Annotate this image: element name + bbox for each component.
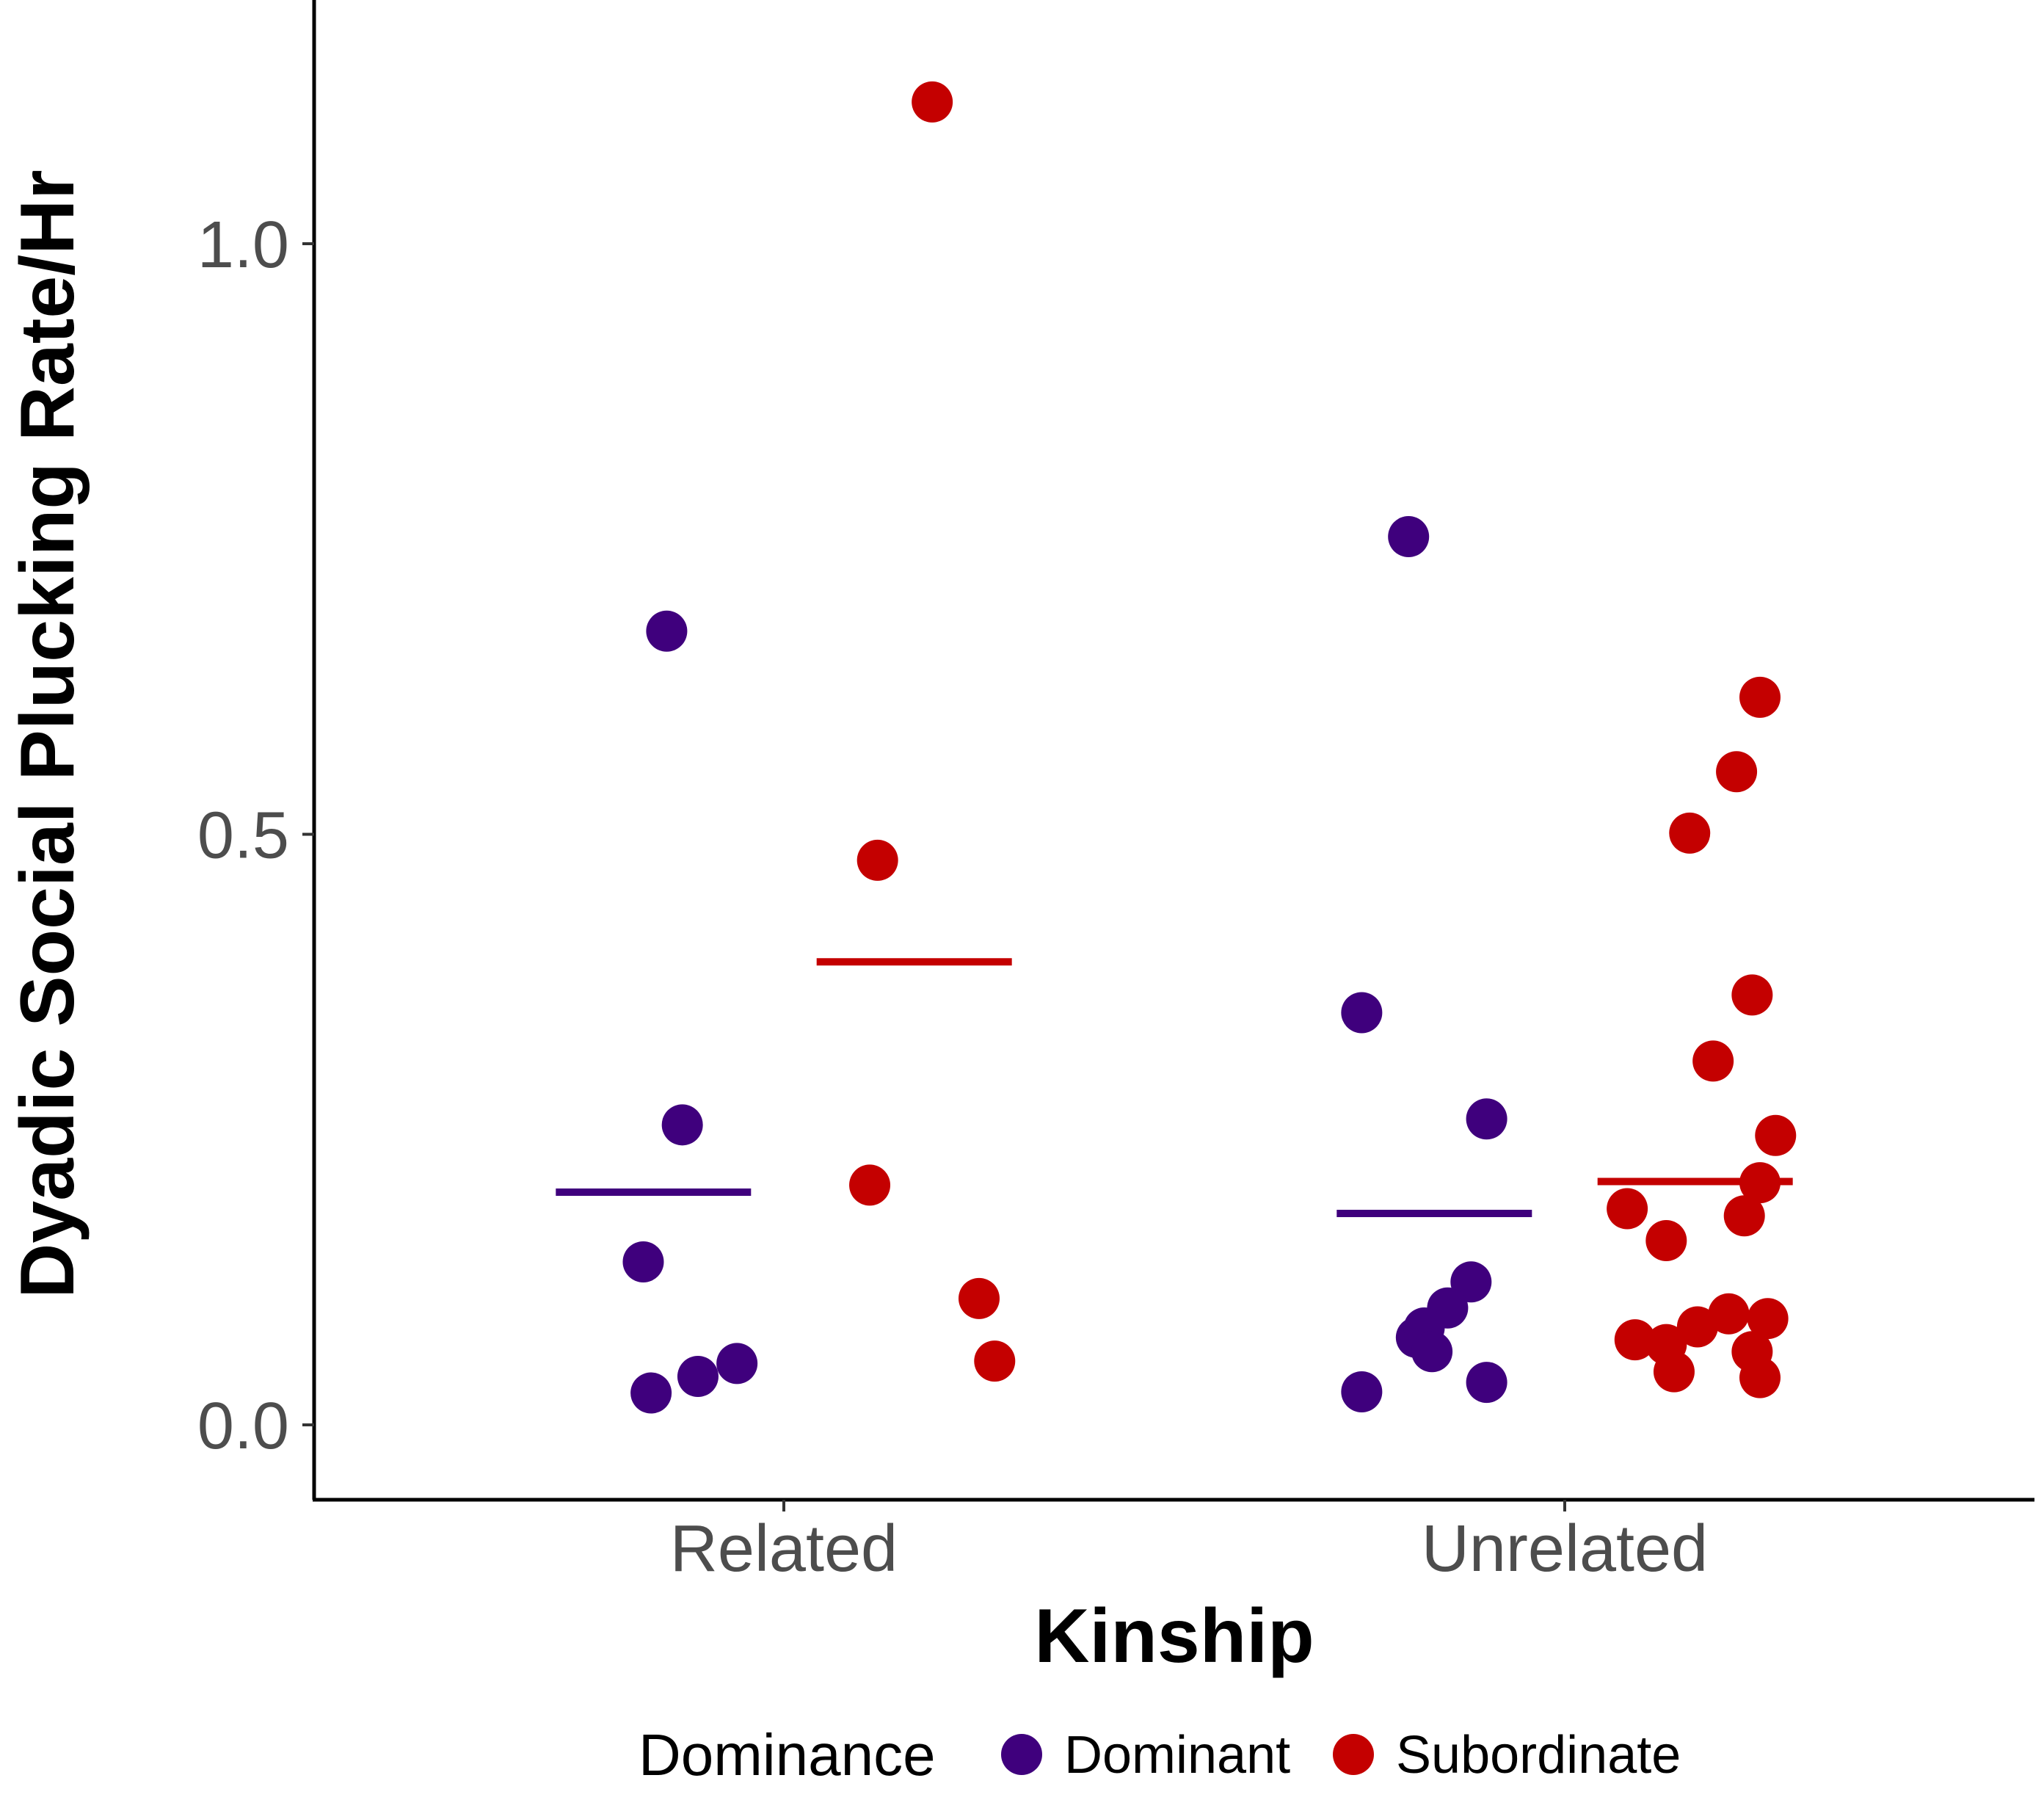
data-point [1411, 1331, 1453, 1373]
data-point [1614, 1319, 1656, 1361]
data-point [1747, 1298, 1789, 1340]
data-point [1708, 1293, 1750, 1335]
data-point [849, 1164, 891, 1206]
legend-items: Dominant Subordinate [1001, 1726, 1681, 1785]
data-point [1716, 751, 1758, 793]
data-point [1755, 1114, 1797, 1156]
data-point [856, 839, 898, 881]
plot-marks [556, 81, 1797, 1414]
data-point [1341, 992, 1383, 1034]
series-dominant [556, 516, 1532, 1414]
data-point [1466, 1362, 1507, 1404]
data-point [1669, 812, 1711, 854]
data-point [1388, 516, 1430, 558]
y-tick-label: 0.5 [197, 799, 289, 873]
data-point [1653, 1351, 1695, 1393]
data-point [1466, 1098, 1507, 1140]
y-axis-title: Dyadic Social Plucking Rate/Hr [5, 170, 90, 1298]
data-point [912, 81, 953, 123]
data-point [1723, 1195, 1765, 1237]
x-axis-ticks: Related Unrelated [670, 1500, 1708, 1586]
x-tick-label: Unrelated [1422, 1512, 1708, 1586]
y-tick-label: 1.0 [197, 208, 289, 282]
data-point [974, 1340, 1016, 1382]
data-point [1341, 1371, 1383, 1412]
data-point [1731, 974, 1773, 1016]
data-point [1676, 1306, 1718, 1348]
legend-swatch-subordinate [1333, 1734, 1374, 1775]
data-point [1739, 676, 1781, 718]
data-point [1607, 1188, 1648, 1230]
data-point [622, 1241, 664, 1282]
data-point [1739, 1357, 1781, 1398]
y-axis-ticks: 0.0 0.5 1.0 [197, 208, 314, 1463]
data-point [1692, 1040, 1734, 1082]
data-point [716, 1343, 758, 1384]
data-point [646, 610, 688, 652]
legend: Dominance Dominant Subordinate [639, 1722, 1681, 1788]
data-point [661, 1104, 703, 1146]
y-tick-label: 0.0 [197, 1390, 289, 1463]
legend-label-dominant: Dominant [1064, 1726, 1290, 1785]
x-tick-label: Related [670, 1512, 898, 1586]
x-axis-title: Kinship [1034, 1594, 1314, 1679]
legend-label-subordinate: Subordinate [1396, 1726, 1681, 1785]
legend-swatch-dominant [1001, 1734, 1042, 1775]
series-subordinate [816, 81, 1797, 1398]
data-point [677, 1356, 719, 1398]
data-point [1645, 1219, 1687, 1261]
data-point [630, 1372, 672, 1414]
data-point [959, 1277, 1000, 1319]
data-point [1739, 1162, 1781, 1204]
legend-title: Dominance [639, 1722, 936, 1788]
